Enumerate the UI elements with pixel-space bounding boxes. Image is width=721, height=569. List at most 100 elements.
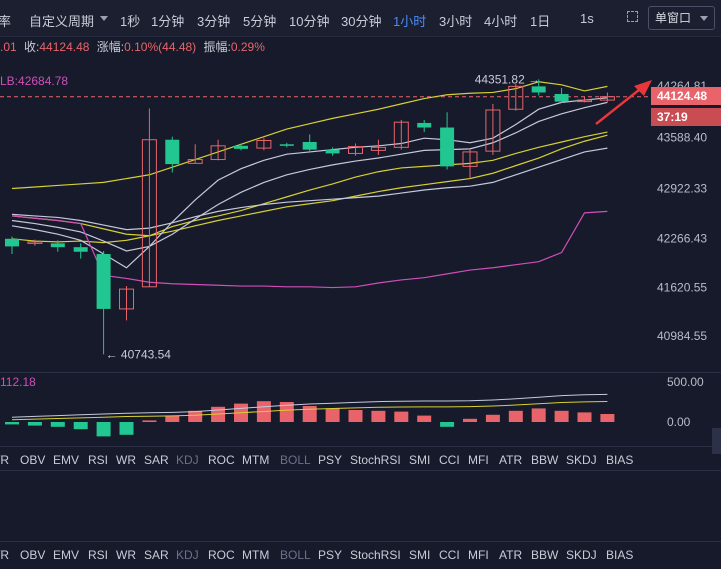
indicator-obv[interactable]: OBV [20,548,46,562]
period-5m[interactable]: 5分钟 [243,14,277,29]
ma-slow-line [11,101,608,252]
indicator-boll[interactable]: BOLL [280,548,311,562]
indicator-mfi[interactable]: MFI [468,548,489,562]
volume-bar [348,410,363,422]
indicator-skdj[interactable]: SKDJ [566,453,597,467]
period-4h[interactable]: 4小时 [484,14,518,29]
indicator-wr[interactable]: WR [116,548,136,562]
indicator-boll[interactable]: BOLL [280,453,311,467]
candle-body [96,254,111,309]
period-10m[interactable]: 10分钟 [289,14,330,29]
amplitude-label: 振幅: [203,40,231,54]
current-price-tag: 44124.48 [651,87,721,105]
chevron-down-icon [700,16,708,21]
indicator-roc[interactable]: ROC [208,548,235,562]
candle-body [325,149,340,154]
candle-body [302,142,317,150]
indicator-mfi[interactable]: MFI [468,453,489,467]
indicator-wr[interactable]: WR [116,453,136,467]
period-3h[interactable]: 3小时 [439,14,473,29]
indicator-psy[interactable]: PSY [318,453,343,467]
indicator-cci[interactable]: CCI [439,453,460,467]
indicator-emv[interactable]: EMV [53,453,80,467]
amplitude-value: 0.29% [230,40,265,54]
volume-bar [463,418,477,422]
candle-body [531,86,546,93]
ma-long-line [11,147,608,231]
ohlc-info-line: .01 收:44124.48 涨幅:0.10%(44.48) 振幅:0.29% [0,38,265,55]
custom-period-dropdown[interactable]: 自定义周期 [29,14,95,29]
toolbar-partial-label[interactable]: 率 [0,14,12,29]
period-3m[interactable]: 3分钟 [197,14,231,29]
indicator-bbw[interactable]: BBW [531,453,559,467]
indicator-bias[interactable]: BIAS [606,548,634,562]
high-price-annotation: 44351.82 → [475,72,540,86]
candle-body [141,139,157,288]
open-partial-value: .01 [0,40,17,54]
indicator-atr[interactable]: ATR [499,548,523,562]
volume-bar [142,420,157,422]
indicator-separator [0,446,721,447]
volume-ma-label: 112.18 [0,375,36,389]
candle-body [462,151,478,167]
fullscreen-icon[interactable] [627,11,638,22]
seconds-toggle[interactable]: 1s [580,11,594,26]
period-1s[interactable]: 1秒 [120,14,141,29]
countdown-tag: 37:19 [651,108,721,126]
single-window-dropdown[interactable]: 单窗口 [648,6,715,30]
lb-value: 42684.78 [18,74,69,88]
indicator-skdj[interactable]: SKDJ [566,548,597,562]
volume-separator [0,372,721,373]
boll-lower-line [11,131,608,244]
indicator-mtm[interactable]: MTM [242,548,270,562]
volume-bar [417,415,432,422]
pane-collapse-handle[interactable] [712,428,721,454]
indicator-cci[interactable]: CCI [439,548,460,562]
indicator-bias[interactable]: BIAS [606,453,634,467]
chevron-down-icon[interactable] [100,16,108,21]
candle-body [370,146,386,151]
candle-body [27,241,43,244]
volume-bar [554,410,569,422]
indicator-sar[interactable]: SAR [144,453,169,467]
price-axis-tick: 40984.55 [657,329,707,343]
indicator-kdj[interactable]: KDJ [176,548,199,562]
period-30m[interactable]: 30分钟 [341,14,382,29]
indicator-sar[interactable]: SAR [144,548,169,562]
volume-bar [394,411,409,422]
candle-body [599,96,615,101]
candle-body [256,139,272,149]
candle-body [417,122,432,128]
indicator-stochrsi[interactable]: StochRSI [350,548,401,562]
volume-bar [600,414,615,422]
period-1d[interactable]: 1日 [530,14,551,29]
volume-bar [302,406,317,422]
indicator-rsi[interactable]: RSI [88,548,109,562]
price-axis-tick: 42922.33 [657,181,707,195]
period-1h[interactable]: 1小时 [393,14,427,29]
indicator-mtm[interactable]: MTM [242,453,270,467]
indicator-smi[interactable]: SMI [409,453,431,467]
volume-bar [440,422,455,427]
indicator-obv[interactable]: OBV [20,453,46,467]
candle-body [210,145,226,161]
volume-ma-slow-line [11,401,608,421]
indicator-smi[interactable]: SMI [409,548,431,562]
indicator-roc[interactable]: ROC [208,453,235,467]
price-axis-tick: 41620.55 [657,281,707,295]
indicator-partial[interactable]: /R [0,453,9,467]
indicator-partial[interactable]: /R [0,548,9,562]
candle-body [440,127,455,167]
period-1m[interactable]: 1分钟 [151,14,185,29]
indicator-kdj[interactable]: KDJ [176,453,199,467]
indicator-emv[interactable]: EMV [53,548,80,562]
indicator-psy[interactable]: PSY [318,548,343,562]
candle-body [485,109,501,152]
indicator-stochrsi[interactable]: StochRSI [350,453,401,467]
close-value: 44124.48 [39,40,90,54]
indicator-bbw[interactable]: BBW [531,548,559,562]
volume-bar [371,410,386,422]
indicator-atr[interactable]: ATR [499,453,523,467]
indicator-rsi[interactable]: RSI [88,453,109,467]
